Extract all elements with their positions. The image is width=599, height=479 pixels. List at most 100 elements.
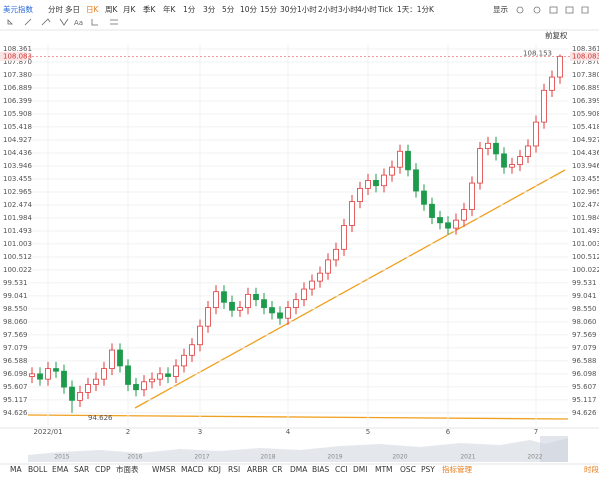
indicator-tab[interactable]: MTM (375, 465, 393, 474)
period-tab[interactable]: 分时 (48, 4, 63, 14)
candle-body (421, 190, 427, 205)
navigator-area (28, 438, 568, 462)
navigator-year: 2021 (460, 454, 475, 461)
y-tick-label: 97.079 (572, 344, 597, 352)
candle-body (269, 307, 275, 314)
indicator-tab[interactable]: DMA (290, 465, 308, 474)
indicator-tab[interactable]: OSC (400, 465, 416, 474)
candle-body (277, 312, 283, 319)
period-tab[interactable]: 2小时 (318, 4, 338, 14)
y-tick-label: 99.531 (572, 279, 597, 287)
indicator-tab[interactable]: CR (272, 465, 282, 474)
toolbar-icons (516, 6, 589, 14)
y-tick-label: 102.965 (572, 188, 599, 196)
indicator-tab[interactable]: ARBR (247, 465, 268, 474)
indicator-tab[interactable]: 指标管理 (442, 464, 472, 474)
indicator-tab[interactable]: SAR (74, 465, 89, 474)
period-tab[interactable]: 1小时 (297, 4, 317, 14)
indicator-tab[interactable]: PSY (421, 465, 435, 474)
y-tick-label: 107.870 (3, 58, 32, 66)
indicator-tab[interactable]: KDJ (208, 465, 221, 474)
period-tab[interactable]: 月K (123, 5, 136, 14)
y-tick-label: 107.380 (3, 71, 32, 79)
candle-body (221, 291, 227, 303)
candle-body (109, 349, 115, 369)
candle-body (429, 203, 435, 218)
indicator-tab[interactable]: EMA (52, 465, 69, 474)
y-tick-label: 98.060 (572, 318, 597, 326)
candle-body (165, 373, 171, 377)
period-tab[interactable]: 5分 (222, 5, 235, 14)
indicator-tab[interactable]: MA (10, 465, 22, 474)
period-tab[interactable]: 年K (163, 4, 176, 14)
period-tab[interactable]: 15分 (260, 5, 278, 14)
indicator-tab[interactable]: WMSR (152, 465, 176, 474)
y-tick-label: 98.550 (3, 305, 28, 313)
indicator-tab[interactable]: RSI (228, 465, 240, 474)
indicator-tab[interactable]: MACD (181, 465, 204, 474)
last-price-label: 108.083 (3, 52, 32, 60)
period-tab[interactable]: 1天：1分K (397, 5, 435, 14)
candle-body (525, 145, 531, 157)
candle-body (557, 55, 563, 78)
candle-body (285, 307, 291, 319)
x-tick-label: 6 (446, 428, 451, 436)
candle-body (365, 180, 371, 189)
indicator-tab[interactable]: CCI (335, 465, 348, 474)
period-tab[interactable]: 10分 (240, 5, 258, 14)
y-tick-label: 97.079 (3, 344, 28, 352)
candle-body (533, 121, 539, 147)
navigator-year: 2019 (327, 454, 342, 461)
y-tick-label: 104.436 (572, 149, 599, 157)
candle-body (413, 169, 419, 192)
candle-body (53, 368, 59, 372)
candle-body (93, 378, 99, 385)
session-button[interactable]: 时段 (584, 464, 599, 474)
trend-line (134, 169, 566, 409)
navigator-year: 2018 (260, 454, 275, 461)
indicator-tab[interactable]: CDP (95, 465, 111, 474)
candle-body (181, 354, 187, 367)
candle-body (397, 150, 403, 168)
candle-body (357, 187, 363, 203)
candle-body (341, 225, 347, 250)
period-tab[interactable]: 4小时 (357, 4, 377, 14)
candle-body (45, 368, 51, 380)
period-tab[interactable]: Tick (377, 5, 394, 14)
candle-body (197, 325, 203, 346)
indicator-tab[interactable]: BOLL (28, 465, 48, 474)
display-menu[interactable]: 显示 (493, 5, 508, 14)
y-tick-label: 99.041 (3, 292, 28, 300)
navigator-window[interactable] (540, 436, 568, 462)
y-tick-label: 100.022 (3, 266, 32, 274)
y-tick-label: 105.908 (3, 110, 32, 118)
y-tick-label: 100.512 (3, 253, 32, 261)
candle-body (517, 156, 523, 165)
drawing-tools: Aa (7, 18, 118, 27)
period-tab[interactable]: 多日 (65, 4, 80, 14)
x-tick-label: 5 (366, 428, 370, 436)
candle-body (501, 153, 507, 168)
candle-body (37, 373, 43, 380)
y-tick-label: 101.003 (3, 240, 32, 248)
candle-body (333, 248, 339, 261)
period-tab[interactable]: 3分 (203, 5, 216, 14)
period-tab[interactable]: 1分 (183, 5, 196, 14)
period-tab[interactable]: 日K (86, 5, 99, 14)
trend-line (27, 414, 569, 420)
period-tab[interactable]: 3小时 (338, 4, 358, 14)
candle-body (317, 272, 323, 282)
adjust-label[interactable]: 前复权 (545, 30, 568, 40)
period-tab[interactable]: 30分 (280, 5, 298, 14)
candle-body (349, 201, 355, 226)
symbol[interactable]: 美元指数 (3, 4, 33, 14)
indicator-tab[interactable]: 市面表 (116, 464, 139, 474)
candle-body (245, 293, 251, 309)
period-tab[interactable]: 季K (143, 4, 156, 14)
last-price-label: 108.083 (572, 52, 599, 60)
indicator-tab[interactable]: BIAS (312, 465, 329, 474)
y-tick-label: 98.550 (572, 305, 597, 313)
period-tab[interactable]: 周K (105, 5, 118, 14)
indicator-tab[interactable]: DMI (353, 465, 367, 474)
